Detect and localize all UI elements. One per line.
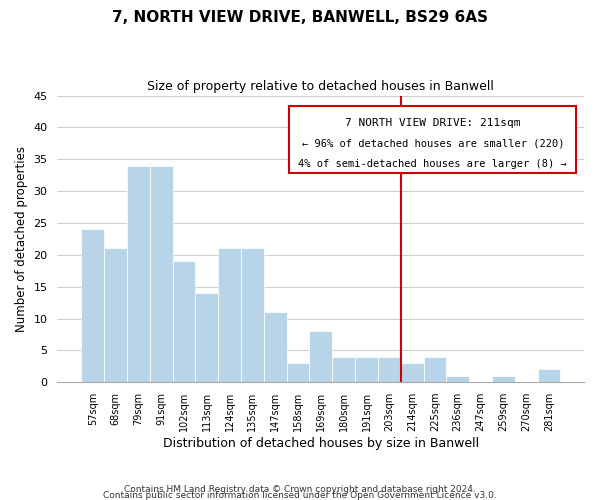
Text: Contains public sector information licensed under the Open Government Licence v3: Contains public sector information licen… (103, 490, 497, 500)
Bar (378, 356, 401, 382)
Bar (401, 363, 424, 382)
Bar (538, 370, 560, 382)
Bar (173, 261, 196, 382)
Y-axis label: Number of detached properties: Number of detached properties (15, 146, 28, 332)
Bar (424, 356, 446, 382)
Bar (492, 376, 515, 382)
Bar (196, 293, 218, 382)
Bar (355, 356, 378, 382)
Text: 7, NORTH VIEW DRIVE, BANWELL, BS29 6AS: 7, NORTH VIEW DRIVE, BANWELL, BS29 6AS (112, 10, 488, 25)
Bar (264, 312, 287, 382)
Text: Contains HM Land Registry data © Crown copyright and database right 2024.: Contains HM Land Registry data © Crown c… (124, 484, 476, 494)
FancyBboxPatch shape (289, 106, 577, 173)
Bar (127, 166, 150, 382)
Text: ← 96% of detached houses are smaller (220): ← 96% of detached houses are smaller (22… (302, 138, 564, 148)
Title: Size of property relative to detached houses in Banwell: Size of property relative to detached ho… (148, 80, 494, 93)
X-axis label: Distribution of detached houses by size in Banwell: Distribution of detached houses by size … (163, 437, 479, 450)
Bar (310, 332, 332, 382)
Bar (218, 248, 241, 382)
Bar (446, 376, 469, 382)
Bar (287, 363, 310, 382)
Text: 7 NORTH VIEW DRIVE: 211sqm: 7 NORTH VIEW DRIVE: 211sqm (345, 118, 521, 128)
Bar (332, 356, 355, 382)
Bar (150, 166, 173, 382)
Bar (82, 230, 104, 382)
Text: 4% of semi-detached houses are larger (8) →: 4% of semi-detached houses are larger (8… (298, 158, 567, 168)
Bar (241, 248, 264, 382)
Bar (104, 248, 127, 382)
